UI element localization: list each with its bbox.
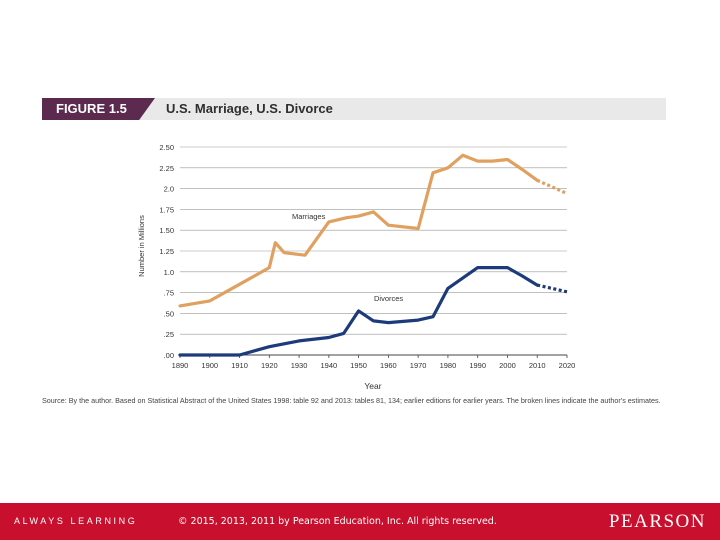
line-chart: .00 .25 .50 .75 1.0 1.25 1.50 1.75 2.0 2.25 2.50 1… [137,143,576,391]
y-tick-label: 2.50 [159,143,174,152]
pearson-logo: PEARSON [608,511,706,532]
x-tick-label: 1920 [261,361,278,370]
x-tick-label: 1980 [440,361,457,370]
x-tick-label: 1940 [321,361,338,370]
series-projection-divorces [536,283,568,294]
y-tick-label: .50 [164,309,174,318]
x-tick-label: 1930 [291,361,308,370]
series-label-marriages: Marriages [292,212,326,221]
x-tick-label: 1990 [469,361,486,370]
x-tick-label: 1890 [172,361,189,370]
x-tick-labels: 1890 1900 1910 1920 1930 1940 1950 1960 1970 1980… [172,361,576,370]
y-tick-labels: .00 .25 .50 .75 1.0 1.25 1.50 1.75 2.0 2.25 2.50 [159,143,174,360]
y-tick-label: 1.75 [159,205,174,214]
figure-header: FIGURE 1.5 U.S. Marriage, U.S. Divorce [42,98,666,120]
y-tick-label: .25 [164,330,174,339]
figure-title: U.S. Marriage, U.S. Divorce [166,101,333,116]
figure-label: FIGURE 1.5 [42,98,155,120]
y-tick-label: 1.25 [159,247,174,256]
y-tick-label: 1.50 [159,226,174,235]
copyright-notice: © 2015, 2013, 2011 by Pearson Education,… [178,516,497,527]
x-tick-label: 1900 [201,361,218,370]
x-tick-label: 1970 [410,361,427,370]
series-lines [178,153,568,357]
y-tick-label: 2.0 [164,185,174,194]
series-label-divorces: Divorces [374,294,403,303]
x-axis-label: Year [364,381,381,391]
footer-bar: ALWAYS LEARNING © 2015, 2013, 2011 by Pe… [0,503,720,540]
y-tick-label: .75 [164,289,174,298]
x-tick-label: 2010 [529,361,546,370]
x-tick-label: 2020 [559,361,576,370]
series-projection-marriages [536,178,568,196]
series-line-marriages [178,153,539,308]
x-tick-label: 1960 [380,361,397,370]
footer-tagline: ALWAYS LEARNING [14,516,138,526]
source-note: Source: By the author. Based on Statisti… [42,396,661,405]
y-axis-label: Number in Millions [137,215,146,277]
gridlines [179,146,568,358]
x-tick-label: 1950 [350,361,367,370]
x-tick-label: 2000 [499,361,516,370]
y-tick-label: 1.0 [164,268,174,277]
y-tick-label: .00 [164,351,174,360]
y-tick-label: 2.25 [159,164,174,173]
series-line-divorces [178,266,539,357]
x-tick-label: 1910 [231,361,248,370]
